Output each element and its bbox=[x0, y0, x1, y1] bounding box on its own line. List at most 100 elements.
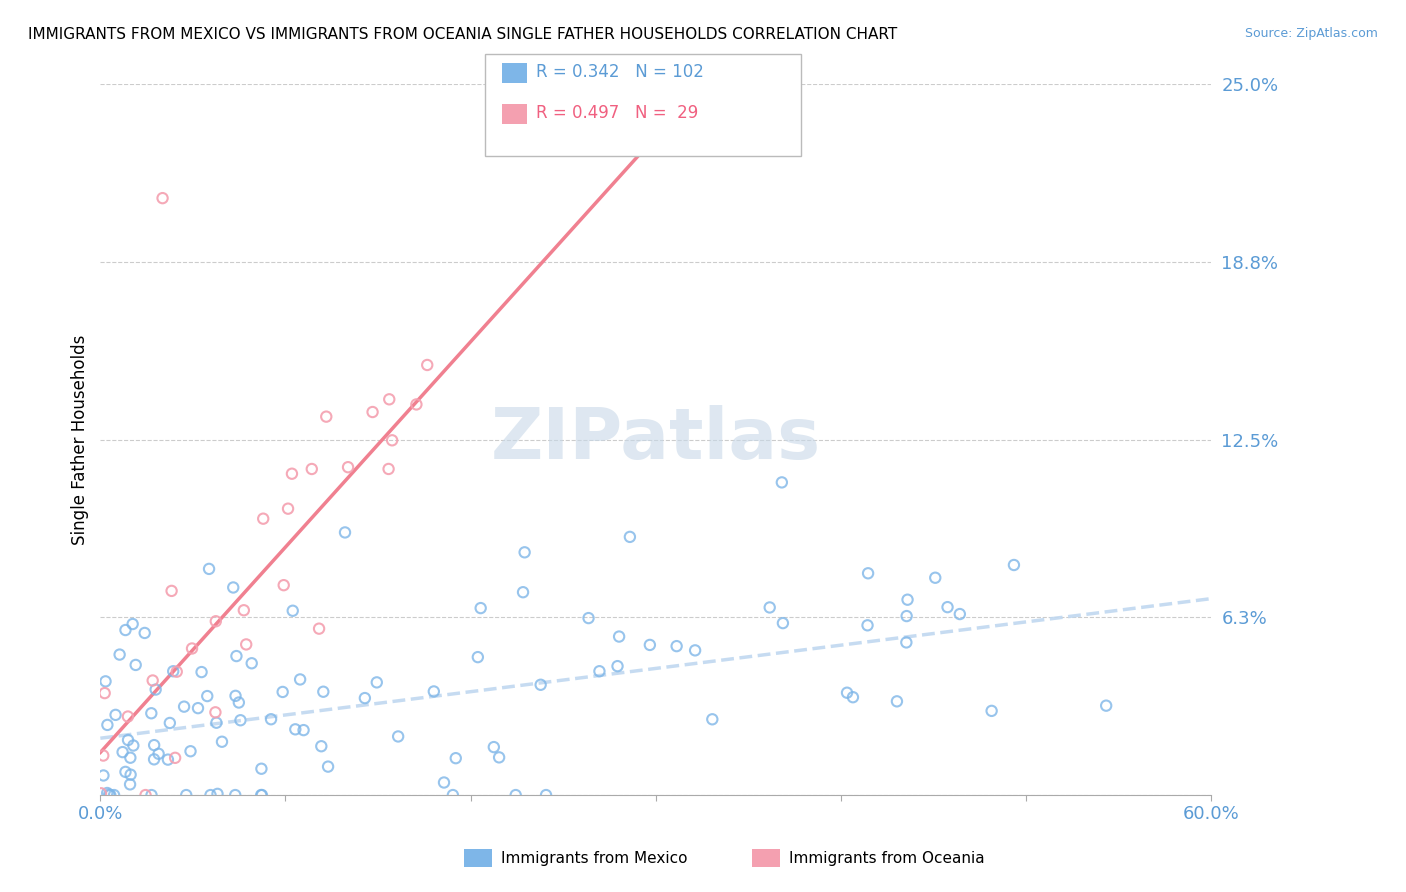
Point bbox=[354, 691, 377, 706]
Point bbox=[381, 434, 404, 448]
Point bbox=[122, 739, 145, 753]
Point bbox=[121, 617, 143, 632]
Point bbox=[301, 462, 323, 476]
Point bbox=[405, 397, 427, 411]
Point bbox=[148, 747, 170, 761]
Point bbox=[235, 637, 257, 651]
Point bbox=[166, 665, 188, 679]
Point bbox=[250, 788, 273, 802]
Point bbox=[273, 578, 295, 592]
Point bbox=[423, 684, 446, 698]
Point bbox=[433, 775, 456, 789]
Point bbox=[165, 751, 187, 765]
Point bbox=[936, 600, 959, 615]
Point bbox=[120, 750, 142, 764]
Point bbox=[271, 685, 294, 699]
Text: ZIPatlas: ZIPatlas bbox=[491, 405, 821, 475]
Text: Immigrants from Mexico: Immigrants from Mexico bbox=[501, 851, 688, 865]
Point bbox=[534, 788, 557, 802]
Point bbox=[250, 762, 273, 776]
Point bbox=[366, 675, 388, 690]
Text: R = 0.497   N =  29: R = 0.497 N = 29 bbox=[536, 104, 697, 122]
Point bbox=[250, 788, 273, 802]
Text: IMMIGRANTS FROM MEXICO VS IMMIGRANTS FROM OCEANIA SINGLE FATHER HOUSEHOLDS CORRE: IMMIGRANTS FROM MEXICO VS IMMIGRANTS FRO… bbox=[28, 27, 897, 42]
Point bbox=[467, 650, 489, 665]
Point bbox=[387, 730, 409, 744]
Point bbox=[181, 641, 204, 656]
Point bbox=[120, 777, 142, 791]
Point bbox=[361, 405, 384, 419]
Text: Immigrants from Oceania: Immigrants from Oceania bbox=[789, 851, 984, 865]
Point bbox=[108, 648, 131, 662]
Point bbox=[143, 752, 166, 766]
Point bbox=[117, 709, 139, 723]
Point bbox=[588, 664, 610, 678]
Point bbox=[134, 788, 156, 802]
Point bbox=[896, 592, 918, 607]
Point bbox=[211, 735, 233, 749]
Point bbox=[416, 358, 439, 372]
Point bbox=[772, 616, 794, 631]
Point bbox=[162, 665, 184, 679]
Point bbox=[513, 545, 536, 559]
Point bbox=[174, 788, 197, 802]
Point bbox=[482, 740, 505, 755]
Point bbox=[103, 788, 125, 802]
Point bbox=[638, 638, 661, 652]
Point bbox=[96, 786, 118, 800]
Point bbox=[204, 706, 226, 720]
Text: R = 0.342   N = 102: R = 0.342 N = 102 bbox=[536, 63, 703, 81]
Point bbox=[1002, 558, 1025, 572]
Point bbox=[90, 786, 112, 800]
Point bbox=[281, 467, 304, 481]
Point bbox=[195, 689, 218, 703]
Point bbox=[91, 748, 114, 763]
Point bbox=[152, 191, 174, 205]
Point bbox=[252, 511, 274, 525]
Point bbox=[281, 604, 304, 618]
Point bbox=[292, 723, 315, 738]
Point bbox=[924, 571, 946, 585]
Point bbox=[578, 611, 600, 625]
Point bbox=[222, 581, 245, 595]
Point bbox=[207, 787, 229, 801]
Point bbox=[842, 690, 865, 705]
Point bbox=[277, 501, 299, 516]
Point bbox=[229, 713, 252, 727]
Point bbox=[886, 694, 908, 708]
Point bbox=[1095, 698, 1118, 713]
Point bbox=[856, 566, 879, 581]
Point bbox=[156, 753, 179, 767]
Point bbox=[378, 392, 401, 407]
Point bbox=[98, 788, 121, 802]
Point bbox=[770, 475, 793, 490]
Point bbox=[145, 682, 167, 697]
Point bbox=[683, 643, 706, 657]
Point bbox=[190, 665, 212, 679]
Point bbox=[180, 744, 202, 758]
Point bbox=[120, 767, 142, 781]
Point bbox=[111, 745, 134, 759]
Point bbox=[143, 738, 166, 752]
Point bbox=[308, 622, 330, 636]
Point bbox=[260, 712, 283, 726]
Text: Source: ZipAtlas.com: Source: ZipAtlas.com bbox=[1244, 27, 1378, 40]
Point bbox=[758, 600, 780, 615]
Point bbox=[488, 750, 510, 764]
Point bbox=[94, 674, 117, 689]
Point bbox=[835, 686, 858, 700]
Point bbox=[96, 718, 118, 732]
Point bbox=[896, 609, 918, 624]
Point bbox=[316, 759, 339, 773]
Point bbox=[134, 626, 156, 640]
Point bbox=[377, 462, 399, 476]
Point bbox=[505, 788, 527, 802]
Point bbox=[142, 673, 165, 688]
Point bbox=[117, 733, 139, 747]
Point bbox=[173, 699, 195, 714]
Point bbox=[512, 585, 534, 599]
Point bbox=[160, 583, 183, 598]
Point bbox=[205, 715, 228, 730]
Point bbox=[141, 706, 163, 721]
Point bbox=[949, 607, 972, 621]
